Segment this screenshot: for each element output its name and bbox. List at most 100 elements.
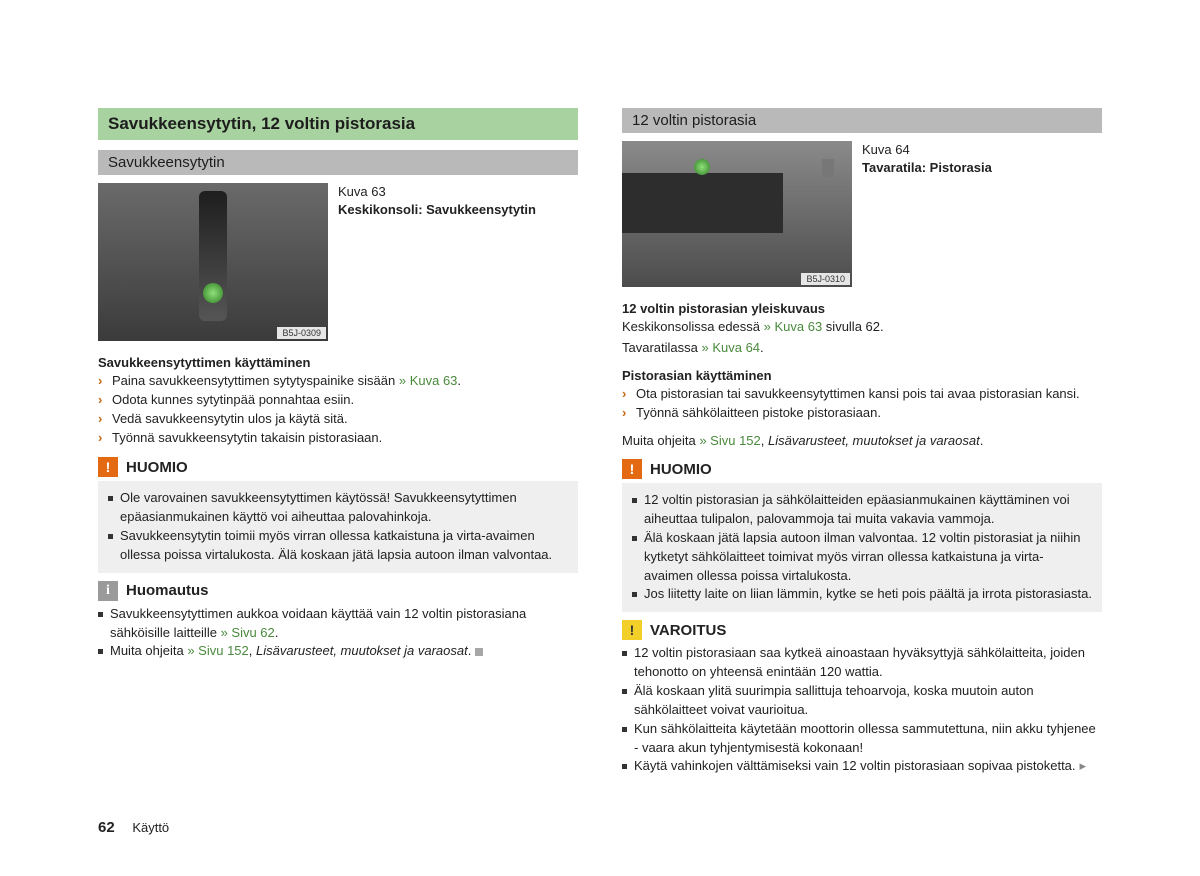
list-item: Kun sähkölaitteita käytetään moottorin o… <box>622 720 1102 758</box>
step-item: Työnnä savukkeensytytin takaisin pistora… <box>98 429 578 448</box>
lighter-button-shape <box>203 283 223 303</box>
overview-line: Keskikonsolissa edessä » Kuva 63 sivulla… <box>622 318 1102 337</box>
text: . <box>760 340 764 355</box>
step-list: Ota pistorasian tai savukkeensytyttimen … <box>622 385 1102 423</box>
subsection-title: 12 voltin pistorasia <box>622 108 1102 133</box>
right-column: 12 voltin pistorasia B5J-0310 Kuva 64 Ta… <box>622 108 1102 786</box>
text: Keskikonsolissa edessä <box>622 319 764 334</box>
box-title-row: ! HUOMIO <box>98 457 578 477</box>
figure-number: Kuva 64 <box>862 142 910 157</box>
columns: Savukkeensytytin, 12 voltin pistorasia S… <box>98 108 1102 786</box>
item-text: Käytä vahinkojen välttämiseksi vain 12 v… <box>634 758 1076 773</box>
list-item: Jos liitetty laite on liian lämmin, kytk… <box>632 585 1092 604</box>
text-italic: Lisävarusteet, muutokset ja varaosat <box>768 433 980 448</box>
list-item: Savukkeensytyttimen aukkoa voidaan käytt… <box>98 605 578 643</box>
usage-heading: Savukkeensytyttimen käyttäminen <box>98 355 578 370</box>
item-text: . <box>275 625 279 640</box>
item-text: Savukkeensytyttimen aukkoa voidaan käytt… <box>110 606 526 640</box>
list-item: 12 voltin pistorasian ja sähkölaitteiden… <box>632 491 1092 529</box>
left-column: Savukkeensytytin, 12 voltin pistorasia S… <box>98 108 578 786</box>
clip-shape <box>822 159 834 177</box>
step-item: Paina savukkeensytyttimen sytytyspainike… <box>98 372 578 391</box>
box-title: HUOMIO <box>126 459 188 476</box>
info-icon: i <box>98 581 118 601</box>
usage-heading: Pistorasian käyttäminen <box>622 368 1102 383</box>
xref-link[interactable]: » Kuva 63 <box>764 319 823 334</box>
figure-code: B5J-0309 <box>277 327 326 339</box>
item-italic: Lisävarusteet, muutokset ja varaosat <box>256 643 468 658</box>
text: Muita ohjeita <box>622 433 699 448</box>
box-title: VAROITUS <box>650 622 726 639</box>
caution-box: ! VAROITUS 12 voltin pistorasiaan saa ky… <box>622 620 1102 778</box>
xref-link[interactable]: » Kuva 63 <box>399 373 458 388</box>
continue-icon: ▸ <box>1080 757 1087 776</box>
figure-caption-text: Keskikonsoli: Savukkeensytytin <box>338 202 536 217</box>
xref-link[interactable]: » Sivu 152 <box>187 643 248 658</box>
figure-caption-text: Tavaratila: Pistorasia <box>862 160 992 175</box>
socket-shape <box>694 159 710 175</box>
figure-number: Kuva 63 <box>338 184 386 199</box>
figure-64: B5J-0310 <box>622 141 852 287</box>
trunk-shape <box>622 173 783 233</box>
step-item: Odota kunnes sytytinpää ponnahtaa esiin. <box>98 391 578 410</box>
item-text: . <box>468 643 472 658</box>
xref-link[interactable]: » Sivu 62 <box>221 625 275 640</box>
section-end-icon <box>475 648 483 656</box>
step-list: Paina savukkeensytyttimen sytytyspainike… <box>98 372 578 447</box>
box-body: 12 voltin pistorasian ja sähkölaitteiden… <box>622 483 1102 612</box>
note-box: i Huomautus Savukkeensytyttimen aukkoa v… <box>98 581 578 664</box>
figure-caption: Kuva 64 Tavaratila: Pistorasia <box>862 141 992 287</box>
text: sivulla 62. <box>822 319 883 334</box>
text: , <box>761 433 768 448</box>
bullet-list: Ole varovainen savukkeensytyttimen käytö… <box>108 489 568 564</box>
step-item: Ota pistorasian tai savukkeensytyttimen … <box>622 385 1102 404</box>
overview-line: Tavaratilassa » Kuva 64. <box>622 339 1102 358</box>
step-text: . <box>457 373 461 388</box>
figure-63: B5J-0309 <box>98 183 328 341</box>
box-title-row: i Huomautus <box>98 581 578 601</box>
xref-link[interactable]: » Sivu 152 <box>699 433 760 448</box>
box-title-row: ! VAROITUS <box>622 620 1102 640</box>
text: Tavaratilassa <box>622 340 701 355</box>
overview-heading: 12 voltin pistorasian yleiskuvaus <box>622 301 1102 316</box>
warning-icon: ! <box>622 459 642 479</box>
box-title: HUOMIO <box>650 461 712 478</box>
list-item: Ole varovainen savukkeensytyttimen käytö… <box>108 489 568 527</box>
warning-icon: ! <box>98 457 118 477</box>
page-footer: 62 Käyttö <box>98 819 169 836</box>
list-item: Älä koskaan jätä lapsia autoon ilman val… <box>632 529 1092 586</box>
page: Savukkeensytytin, 12 voltin pistorasia S… <box>0 0 1200 876</box>
bullet-list: 12 voltin pistorasiaan saa kytkeä ainoas… <box>622 644 1102 776</box>
attention-box: ! HUOMIO Ole varovainen savukkeensytytti… <box>98 457 578 572</box>
list-item: Älä koskaan ylitä suurimpia sallittuja t… <box>622 682 1102 720</box>
list-item: 12 voltin pistorasiaan saa kytkeä ainoas… <box>622 644 1102 682</box>
bullet-list: 12 voltin pistorasian ja sähkölaitteiden… <box>632 491 1092 604</box>
bullet-list: Savukkeensytyttimen aukkoa voidaan käytt… <box>98 605 578 662</box>
section-name: Käyttö <box>132 820 169 835</box>
item-text: , <box>249 643 256 658</box>
text: . <box>980 433 984 448</box>
box-body: Savukkeensytyttimen aukkoa voidaan käytt… <box>98 605 578 664</box>
more-info-line: Muita ohjeita » Sivu 152, Lisävarusteet,… <box>622 432 1102 451</box>
box-body: 12 voltin pistorasiaan saa kytkeä ainoas… <box>622 644 1102 778</box>
figure-code: B5J-0310 <box>801 273 850 285</box>
box-title-row: ! HUOMIO <box>622 459 1102 479</box>
list-item: Muita ohjeita » Sivu 152, Lisävarusteet,… <box>98 642 578 661</box>
page-number: 62 <box>98 819 115 836</box>
figure-row: B5J-0310 Kuva 64 Tavaratila: Pistorasia <box>622 141 1102 287</box>
attention-box: ! HUOMIO 12 voltin pistorasian ja sähköl… <box>622 459 1102 612</box>
step-text: Paina savukkeensytyttimen sytytyspainike… <box>112 373 399 388</box>
section-title: Savukkeensytytin, 12 voltin pistorasia <box>98 108 578 140</box>
figure-row: B5J-0309 Kuva 63 Keskikonsoli: Savukkeen… <box>98 183 578 341</box>
caution-icon: ! <box>622 620 642 640</box>
list-item: Käytä vahinkojen välttämiseksi vain 12 v… <box>622 757 1102 776</box>
item-text: Muita ohjeita <box>110 643 187 658</box>
step-item: Vedä savukkeensytytin ulos ja käytä sitä… <box>98 410 578 429</box>
box-title: Huomautus <box>126 582 209 599</box>
figure-caption: Kuva 63 Keskikonsoli: Savukkeensytytin <box>338 183 536 341</box>
step-item: Työnnä sähkölaitteen pistoke pistorasiaa… <box>622 404 1102 423</box>
box-body: Ole varovainen savukkeensytyttimen käytö… <box>98 481 578 572</box>
list-item: Savukkeensytytin toimii myös virran olle… <box>108 527 568 565</box>
xref-link[interactable]: » Kuva 64 <box>701 340 760 355</box>
subsection-title: Savukkeensytytin <box>98 150 578 175</box>
